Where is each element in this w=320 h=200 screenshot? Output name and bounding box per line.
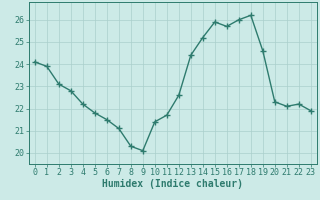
X-axis label: Humidex (Indice chaleur): Humidex (Indice chaleur) [102,179,243,189]
